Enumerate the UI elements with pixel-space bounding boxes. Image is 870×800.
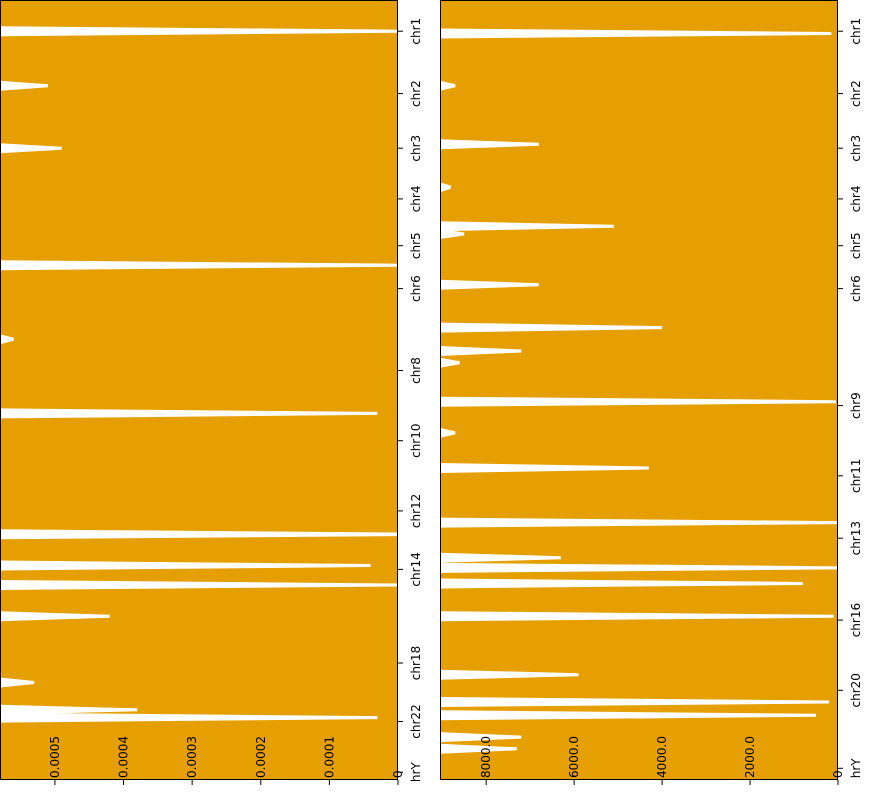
category-label-chr13: chr13	[849, 521, 863, 555]
gap-mark-5	[440, 221, 614, 232]
gap-mark-5	[0, 260, 398, 271]
gap-mark-8	[440, 322, 663, 333]
gap-mark-22	[440, 732, 522, 743]
gap-mark-7	[440, 279, 539, 290]
gap-mark-13	[440, 463, 649, 473]
category-label-chr3: chr3	[849, 135, 863, 162]
gap-mark-9	[440, 346, 522, 356]
category-label-chr5: chr5	[409, 232, 423, 259]
gap-mark-6	[440, 229, 465, 239]
gap-mark-20	[440, 697, 830, 707]
value-tick-label-4: 2000.0	[743, 736, 757, 778]
gap-mark-14	[0, 611, 110, 622]
gap-mark-16	[0, 677, 35, 688]
gap-mark-14	[440, 517, 838, 528]
category-label-chrY: hrY	[849, 758, 863, 779]
gap-mark-2	[0, 80, 49, 91]
gap-mark-10	[0, 529, 440, 540]
gap-mark-19	[440, 669, 579, 680]
category-label-chr1: chr1	[409, 18, 423, 45]
value-tick-label-2: 6000.0	[567, 736, 581, 778]
gap-mark-3	[440, 139, 539, 150]
area-fill	[440, 0, 838, 780]
plot-frame	[440, 0, 838, 780]
category-label-chr4: chr4	[409, 186, 423, 213]
category-label-chr18: chr18	[409, 646, 423, 680]
gap-mark-2	[440, 80, 456, 91]
gap-mark-10	[440, 357, 460, 368]
gap-mark-6	[0, 334, 14, 345]
gap-mark-1	[440, 28, 832, 39]
category-label-chr2: chr2	[849, 80, 863, 107]
category-label-chr3: chr3	[409, 135, 423, 162]
value-tick-label-5: 0	[831, 770, 845, 778]
value-tick-label-5: 0.0001	[322, 736, 336, 778]
category-label-chrY: hrY	[409, 762, 423, 783]
category-label-chr20: chr20	[849, 673, 863, 707]
category-label-chr22: chr22	[409, 704, 423, 738]
category-label-chr8: chr8	[409, 357, 423, 384]
plot-frame	[0, 0, 398, 780]
gap-mark-7	[0, 408, 378, 419]
gap-mark-4	[440, 182, 451, 193]
category-label-chr2: chr2	[409, 80, 423, 107]
category-label-chr10: chr10	[409, 423, 423, 457]
category-label-chr9: chr9	[849, 392, 863, 419]
gap-mark-23	[440, 743, 517, 754]
category-label-chr5: chr5	[849, 232, 863, 259]
value-tick-label-6: 0	[391, 770, 405, 778]
gap-mark-18	[440, 611, 834, 622]
area-fill	[0, 0, 398, 780]
gap-mark-11	[440, 396, 836, 407]
category-label-chr1: chr1	[849, 18, 863, 45]
gap-mark-12	[440, 427, 456, 438]
category-label-chr16: chr16	[849, 603, 863, 637]
gap-mark-18	[0, 712, 378, 723]
gap-mark-17	[0, 704, 138, 715]
gap-mark-3	[0, 143, 62, 154]
category-label-chr4: chr4	[849, 186, 863, 213]
value-tick-label-1: 8000.0	[479, 736, 493, 778]
gap-mark-15	[440, 552, 561, 563]
gap-mark-16	[440, 562, 838, 573]
panel-left: 0.0005 0.0004 0.0003 0.0002 0.0001 0 chr1 chr2 c…	[0, 0, 440, 785]
category-label-chr14: chr14	[409, 552, 423, 586]
panel-right: 8000.0 6000.0 4000.0 2000.0 0 chr1 chr2 chr3 chr…	[440, 0, 863, 785]
value-tick-label-1: 0.0005	[48, 736, 62, 778]
category-label-chr6: chr6	[849, 275, 863, 302]
category-label-chr11: chr11	[849, 459, 863, 493]
gap-mark-12	[0, 560, 371, 571]
gap-mark-17	[440, 578, 803, 589]
category-label-chr12: chr12	[409, 494, 423, 528]
gap-mark-1	[0, 26, 398, 37]
gap-mark-13	[0, 580, 398, 590]
category-label-chr6: chr6	[409, 275, 423, 302]
value-tick-label-3: 4000.0	[655, 736, 669, 778]
value-tick-label-4: 0.0002	[254, 736, 268, 778]
value-tick-label-2: 0.0004	[117, 736, 131, 778]
value-tick-label-3: 0.0003	[185, 736, 199, 778]
gap-mark-21	[440, 710, 817, 721]
